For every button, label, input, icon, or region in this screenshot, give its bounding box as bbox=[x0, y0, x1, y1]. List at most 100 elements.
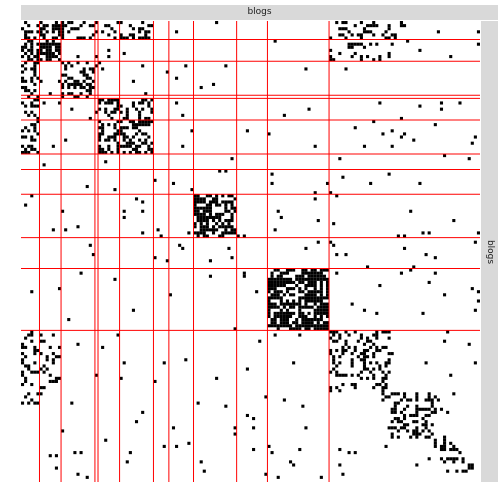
heatmap-cell bbox=[88, 85, 92, 90]
heatmap-cell bbox=[88, 82, 92, 86]
heatmap-cell bbox=[54, 55, 58, 59]
heatmap-cell bbox=[412, 420, 416, 424]
heatmap-cell bbox=[298, 447, 302, 452]
heatmap-cell bbox=[113, 98, 117, 102]
heatmap-cell bbox=[119, 129, 123, 133]
heatmap-cell bbox=[165, 259, 169, 263]
heatmap-cell bbox=[21, 48, 25, 52]
heatmap-cell bbox=[267, 277, 271, 281]
heatmap-cell bbox=[119, 126, 123, 130]
heatmap-cell bbox=[67, 318, 71, 322]
heatmap-cell bbox=[332, 222, 336, 226]
heatmap-cell bbox=[381, 345, 385, 349]
heatmap-cell bbox=[353, 345, 357, 349]
heatmap-cell bbox=[399, 271, 403, 275]
heatmap-cell bbox=[76, 82, 80, 86]
heatmap-cell bbox=[402, 417, 407, 421]
heatmap-cell bbox=[30, 370, 34, 374]
heatmap-cell bbox=[396, 417, 400, 421]
heatmap-cell bbox=[21, 342, 25, 346]
heatmap-cell bbox=[310, 290, 314, 294]
heatmap-cell bbox=[134, 144, 139, 148]
heatmap-cell bbox=[24, 126, 28, 130]
heatmap-cell bbox=[61, 33, 65, 37]
heatmap-cell bbox=[224, 404, 228, 408]
heatmap-cell bbox=[322, 302, 326, 306]
heatmap-cell bbox=[227, 200, 231, 204]
heatmap-cell bbox=[57, 27, 62, 31]
heatmap-cell bbox=[329, 336, 333, 340]
heatmap-cell bbox=[325, 283, 330, 288]
heatmap-cell bbox=[245, 413, 249, 418]
heatmap-cell bbox=[319, 271, 323, 275]
heatmap-cell bbox=[33, 55, 37, 59]
heatmap-cell bbox=[144, 92, 148, 96]
heatmap-cell bbox=[301, 321, 305, 325]
heatmap-cell bbox=[76, 36, 80, 40]
heatmap-cell bbox=[193, 203, 197, 207]
heatmap-cell bbox=[122, 132, 126, 136]
heatmap-cell bbox=[325, 296, 330, 300]
heatmap-cell bbox=[116, 144, 120, 148]
heatmap-cell bbox=[221, 234, 225, 238]
heatmap-cell bbox=[396, 401, 400, 405]
heatmap-cell bbox=[233, 197, 237, 201]
heatmap-cell bbox=[39, 27, 43, 31]
heatmap-cell bbox=[67, 30, 71, 34]
heatmap-cell bbox=[273, 302, 277, 306]
heatmap-cell bbox=[372, 376, 376, 380]
heatmap-cell bbox=[67, 92, 71, 96]
heatmap-cell bbox=[211, 200, 216, 204]
heatmap-cell bbox=[353, 386, 357, 390]
heatmap-cell bbox=[221, 212, 225, 216]
heatmap-cell bbox=[107, 147, 111, 151]
heatmap-cell bbox=[144, 150, 148, 155]
heatmap-cell bbox=[372, 21, 376, 25]
heatmap-cell bbox=[61, 27, 65, 31]
heatmap-cell bbox=[375, 348, 379, 353]
heatmap-cell bbox=[289, 287, 293, 291]
heatmap-cell bbox=[310, 296, 314, 300]
heatmap-cell bbox=[27, 401, 31, 405]
heatmap-cell bbox=[366, 339, 370, 343]
heatmap-cell bbox=[307, 327, 311, 331]
heatmap-cell bbox=[443, 154, 447, 158]
heatmap-cell bbox=[51, 144, 55, 148]
heatmap-cell bbox=[233, 432, 237, 436]
heatmap-cell bbox=[51, 39, 55, 43]
heatmap-cell bbox=[415, 432, 419, 436]
heatmap-cell bbox=[436, 398, 440, 402]
heatmap-cell bbox=[289, 327, 293, 331]
heatmap-cell bbox=[199, 200, 203, 204]
heatmap-cell bbox=[30, 135, 34, 139]
heatmap-cell bbox=[406, 423, 410, 427]
heatmap-cell bbox=[156, 228, 160, 232]
heatmap-cell bbox=[393, 410, 397, 414]
heatmap-cell bbox=[285, 318, 290, 322]
heatmap-cell bbox=[273, 305, 277, 309]
heatmap-cell bbox=[85, 95, 89, 99]
heatmap-cell bbox=[141, 209, 145, 213]
heatmap-cell bbox=[307, 271, 311, 275]
heatmap-cell bbox=[298, 305, 302, 309]
heatmap-cell bbox=[218, 225, 222, 229]
heatmap-cell bbox=[227, 231, 231, 235]
heatmap-cell bbox=[134, 132, 139, 136]
heatmap-cell bbox=[141, 231, 145, 235]
heatmap-cell bbox=[101, 147, 105, 151]
heatmap-cell bbox=[338, 361, 342, 365]
heatmap-cell bbox=[98, 132, 102, 136]
heatmap-cell bbox=[285, 277, 290, 281]
heatmap-cell bbox=[313, 197, 317, 201]
heatmap-cell bbox=[264, 395, 268, 399]
heatmap-cell bbox=[316, 311, 320, 315]
heatmap-cell bbox=[452, 219, 456, 223]
heatmap-cell bbox=[424, 420, 428, 424]
heatmap-cell bbox=[64, 73, 68, 77]
heatmap-cell bbox=[205, 206, 209, 210]
heatmap-cell bbox=[175, 30, 179, 34]
heatmap-cell bbox=[162, 361, 166, 365]
heatmap-cell bbox=[107, 123, 111, 127]
heatmap-cell bbox=[150, 98, 154, 102]
heatmap-cell bbox=[267, 311, 271, 315]
